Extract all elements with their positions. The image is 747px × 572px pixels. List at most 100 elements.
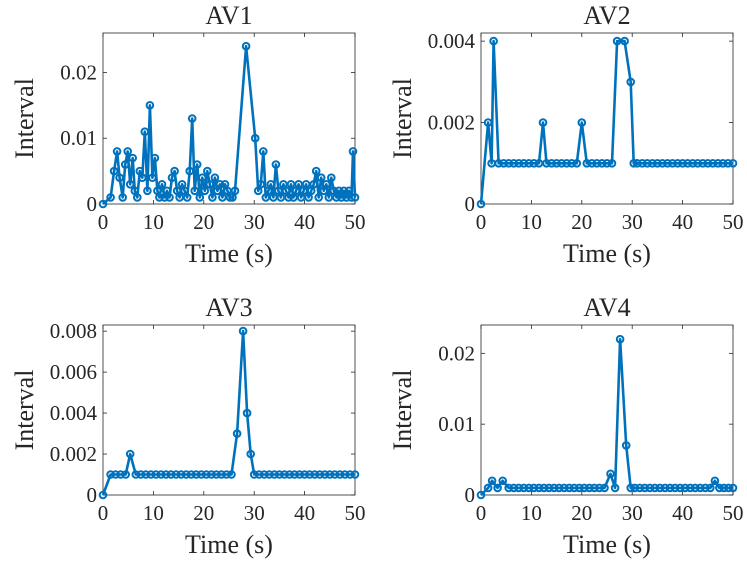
data-point [607, 159, 617, 168]
x-tick-label: 30 [244, 501, 265, 525]
data-point [519, 483, 529, 493]
data-point [280, 470, 289, 479]
data-point [165, 193, 174, 202]
data-point [514, 159, 524, 168]
data-point [653, 159, 662, 168]
data-point [218, 193, 227, 202]
data-point [197, 470, 206, 479]
data-point [145, 101, 155, 110]
data-point [186, 470, 196, 479]
axes-frame [480, 324, 734, 496]
data-point [249, 470, 259, 479]
data-point [125, 449, 135, 459]
y-tick-label: 0.002 [50, 442, 97, 466]
data-point [678, 159, 687, 168]
data-point [585, 483, 594, 493]
data-point [157, 180, 167, 189]
data-point [202, 470, 211, 479]
x-tick-label: 30 [622, 210, 643, 234]
data-point [112, 147, 122, 156]
data-point [207, 470, 216, 479]
data-point [590, 483, 599, 493]
data-point [330, 470, 340, 479]
data-point [620, 36, 629, 46]
data-point [675, 483, 685, 493]
data-point [606, 469, 615, 479]
data-point [203, 166, 212, 176]
data-point [311, 166, 321, 176]
data-point [151, 470, 161, 479]
data-point [529, 159, 539, 168]
data-point [483, 483, 493, 493]
data-point [723, 159, 733, 168]
data-point [314, 193, 324, 202]
subplot-3: 0 10 20 30 40 50 0 0.002 0.004 0.006 0.008 AV3 Time … [10, 293, 366, 559]
series-line-1 [102, 44, 357, 205]
data-point [176, 470, 186, 479]
data-point [315, 470, 325, 479]
data-point [690, 483, 700, 493]
data-point [615, 334, 625, 344]
data-point [610, 483, 620, 493]
data-point [698, 159, 708, 168]
y-tick-label: 0.02 [438, 341, 475, 365]
data-point [285, 470, 294, 479]
data-point [597, 159, 607, 168]
data-point [514, 483, 524, 493]
data-point [300, 470, 309, 479]
data-point [582, 159, 592, 168]
data-point [539, 483, 549, 493]
x-tick-label: 30 [244, 210, 265, 234]
data-point [200, 186, 210, 196]
data-point [325, 470, 335, 479]
data-point [192, 160, 202, 169]
data-point [156, 470, 166, 479]
x-tick-label: 0 [476, 501, 487, 525]
y-tick-label: 0.002 [428, 111, 475, 135]
data-point [222, 470, 231, 479]
data-point [259, 147, 268, 156]
data-point [136, 470, 146, 479]
data-point [271, 160, 281, 169]
data-point [106, 193, 115, 202]
data-point [210, 173, 220, 182]
data-point [587, 159, 597, 168]
data-point [494, 159, 503, 168]
data-point [592, 159, 602, 168]
data-point [143, 186, 152, 196]
data-point [118, 193, 127, 202]
data-point [715, 483, 724, 493]
data-point [710, 476, 720, 486]
data-point [246, 449, 255, 459]
x-tick-label: 20 [193, 210, 214, 234]
x-tick-label: 50 [723, 501, 744, 525]
data-point [703, 159, 713, 168]
data-point [185, 166, 194, 176]
y-tick-label: 0.004 [428, 29, 476, 53]
data-point [658, 159, 667, 168]
data-point [215, 180, 225, 189]
data-point [549, 483, 559, 493]
data-point [230, 186, 240, 196]
data-point [504, 483, 514, 493]
subplot-title: AV3 [205, 293, 252, 322]
data-point [327, 173, 336, 182]
data-point [115, 173, 124, 182]
data-point [693, 159, 703, 168]
data-point [217, 470, 226, 479]
data-point [305, 470, 314, 479]
data-point [557, 159, 566, 168]
x-tick-label: 0 [98, 501, 109, 525]
data-point [170, 166, 179, 176]
data-point [310, 470, 320, 479]
data-point [290, 470, 299, 479]
data-point [602, 159, 612, 168]
data-point [695, 483, 705, 493]
data-point [564, 483, 574, 493]
y-axis-label: Interval [388, 370, 417, 451]
data-point [493, 483, 502, 493]
data-point [683, 159, 692, 168]
data-point [98, 199, 108, 209]
data-point [295, 470, 304, 479]
data-point [171, 470, 181, 479]
